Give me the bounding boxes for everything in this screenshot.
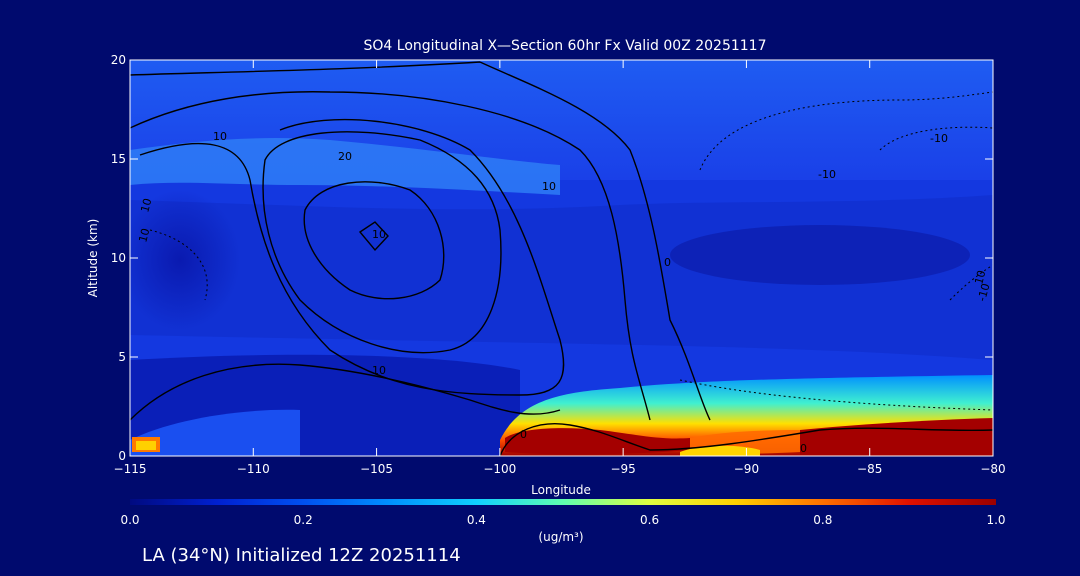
contour-line [139, 118, 565, 396]
contour-label: 10 [138, 197, 154, 214]
y-axis-label: Altitude (km) [86, 219, 100, 298]
field-surface-core-east [800, 418, 993, 456]
field-dark-left [130, 190, 240, 330]
contour-line-negative [699, 91, 993, 171]
contour-label: 0 [520, 428, 527, 441]
colorbar-ticks: 0.0 0.2 0.4 0.6 0.8 1.0 [120, 513, 1005, 527]
x-tick-label: −100 [483, 462, 516, 476]
colorbar-unit-label: (ug/m³) [538, 530, 583, 544]
field-west-plume [130, 409, 300, 456]
colorbar-tick-label: 0.8 [813, 513, 832, 527]
colorbar [130, 499, 996, 505]
x-tick-label: −105 [360, 462, 393, 476]
colorbar-tick-label: 0.6 [640, 513, 659, 527]
field-high-plume [130, 138, 560, 195]
contour-label: 10 [213, 130, 227, 143]
field-surface-yellow [680, 445, 760, 456]
x-axis: −115 −110 −105 −100 −95 −90 −85 −80 [114, 60, 1006, 476]
contour-label: 10 [972, 269, 988, 286]
contour-label: 10 [372, 228, 386, 241]
y-tick-label: 10 [111, 251, 126, 265]
x-tick-label: −115 [114, 462, 147, 476]
y-tick-label: 20 [111, 53, 126, 67]
contour-label: -10 [975, 282, 992, 303]
y-tick-label: 5 [118, 350, 126, 364]
colorbar-tick-label: 0.4 [467, 513, 486, 527]
y-tick-label: 0 [118, 449, 126, 463]
x-tick-label: −85 [857, 462, 882, 476]
contour-label: -10 [818, 168, 836, 181]
colorbar-tick-label: 0.0 [120, 513, 139, 527]
contour-line-negative [679, 379, 993, 411]
contour-label: 10 [372, 364, 386, 377]
colorbar-tick-label: 1.0 [986, 513, 1005, 527]
contour-line [262, 131, 502, 354]
contour-line [303, 181, 445, 300]
y-tick-label: 15 [111, 152, 126, 166]
chart-title: SO4 Longitudinal X—Section 60hr Fx Valid… [364, 38, 767, 54]
y-axis: 0 5 10 15 20 [111, 53, 993, 463]
contour-label: 10 [542, 180, 556, 193]
x-axis-label: Longitude [531, 483, 591, 497]
contour-line [130, 363, 561, 421]
contour-line-negative [949, 264, 993, 301]
x-tick-label: −90 [734, 462, 759, 476]
field-dark-pocket [670, 225, 970, 285]
colorbar-tick-label: 0.2 [294, 513, 313, 527]
contour-line [130, 61, 711, 421]
contour-line [499, 423, 993, 456]
contour-line [130, 91, 651, 421]
field-west-hotspot-core [136, 441, 156, 450]
footer-caption: LA (34°N) Initialized 12Z 20251114 [142, 545, 461, 566]
contour-label: 20 [338, 150, 352, 163]
x-tick-label: −95 [610, 462, 635, 476]
contour-label: 0 [800, 442, 807, 455]
contour-line [358, 221, 389, 252]
x-tick-label: −80 [980, 462, 1005, 476]
contour-label: -10 [930, 132, 948, 145]
contour-label: 10 [136, 227, 152, 244]
contour-label: 0 [664, 256, 671, 269]
x-tick-label: −110 [237, 462, 270, 476]
